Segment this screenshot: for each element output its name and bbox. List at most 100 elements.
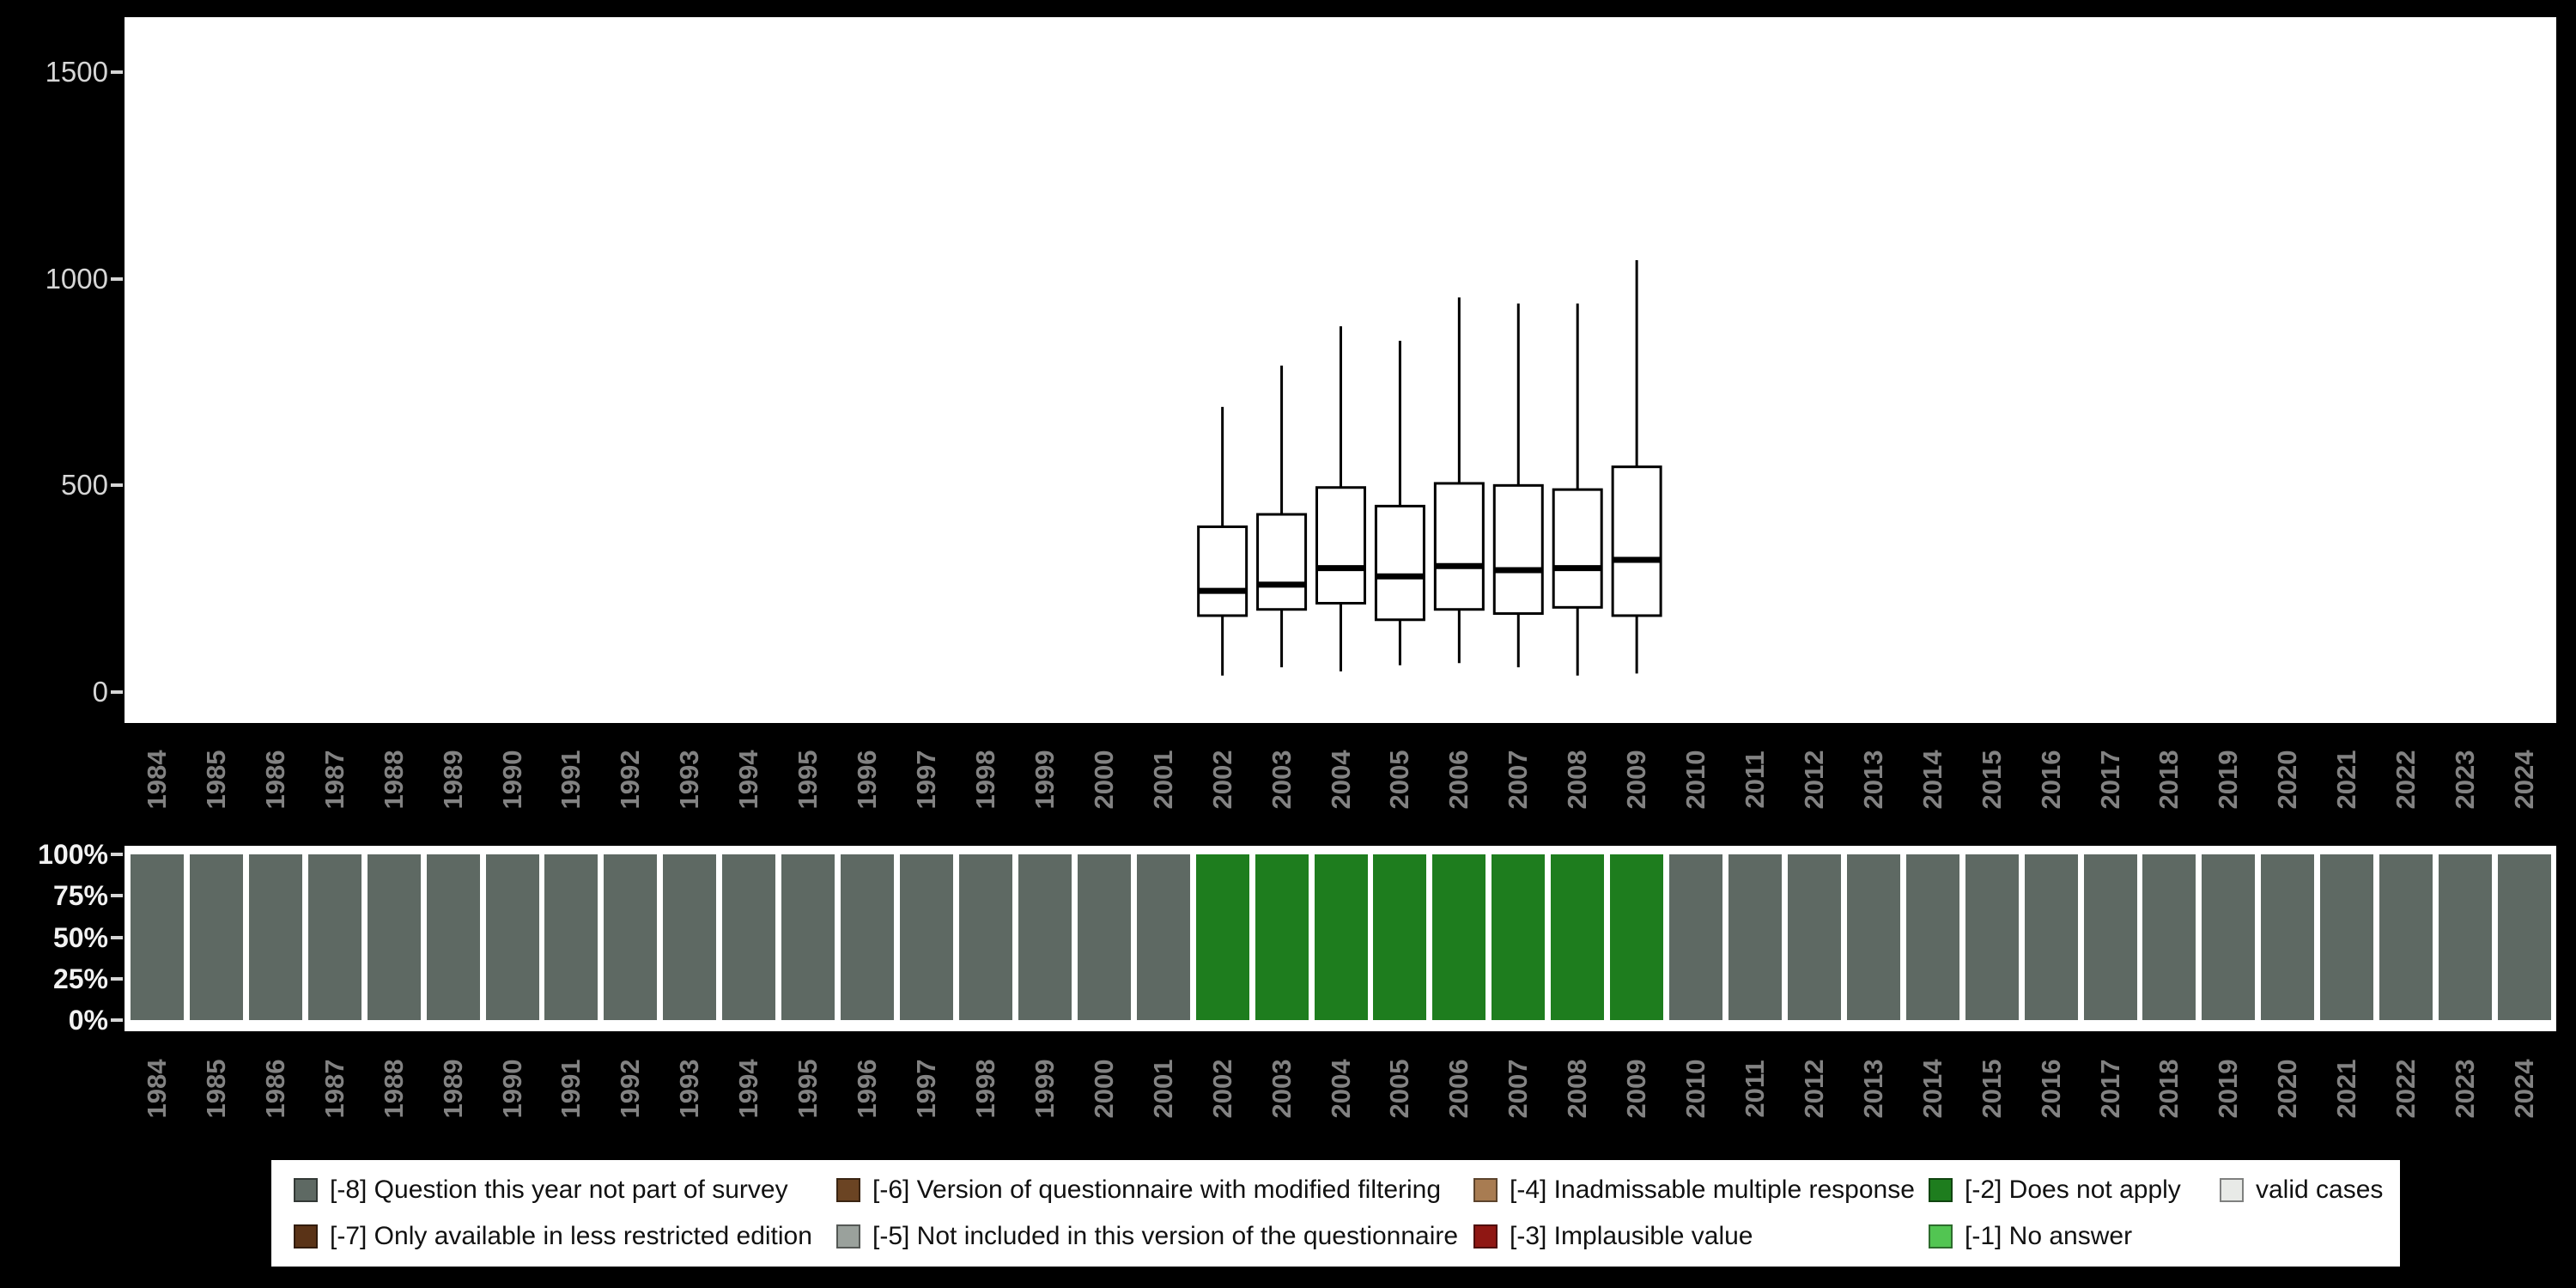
x-label-1996: 1996 — [852, 1059, 883, 1119]
percent-tick-mark — [111, 853, 123, 856]
y-axis-tick-mark — [111, 70, 123, 74]
x-label-2023: 2023 — [2450, 750, 2481, 810]
legend-entry--6: [-6] Version of questionnaire with modif… — [836, 1170, 1473, 1210]
legend-column: [-8] Question this year not part of surv… — [294, 1170, 836, 1256]
missing-bar-1988--8 — [367, 854, 421, 1020]
x-label-2019: 2019 — [2213, 1059, 2244, 1119]
boxplot-panel — [125, 17, 2556, 723]
missing-bar-2011--8 — [1728, 854, 1782, 1020]
missing-bar-2017--8 — [2083, 854, 2137, 1020]
x-label-1992: 1992 — [615, 1059, 646, 1119]
x-label-1994: 1994 — [733, 750, 764, 810]
x-label-1998: 1998 — [969, 750, 1000, 810]
boxplot-chart — [1197, 260, 1662, 676]
percent-tick-label: 75% — [52, 880, 108, 912]
boxplot-2009 — [1611, 260, 1662, 674]
x-label-1997: 1997 — [911, 1059, 942, 1119]
x-label-2023: 2023 — [2450, 1059, 2481, 1119]
x-label-2002: 2002 — [1206, 1059, 1237, 1119]
legend: [-8] Question this year not part of surv… — [271, 1160, 2400, 1267]
x-label-2016: 2016 — [2035, 750, 2066, 810]
x-label-1986: 1986 — [259, 750, 290, 810]
x-label-1990: 1990 — [496, 750, 527, 810]
missing-bar-2008--2 — [1551, 854, 1605, 1020]
percent-tick-mark — [111, 894, 123, 898]
percent-tick-label: 100% — [38, 839, 108, 870]
percent-tick-mark — [111, 976, 123, 981]
box-2005 — [1374, 504, 1425, 622]
missing-values-panel — [125, 846, 2556, 1031]
x-label-1995: 1995 — [793, 1059, 823, 1119]
x-label-2003: 2003 — [1266, 1059, 1297, 1119]
boxplot-2005 — [1374, 340, 1425, 665]
x-label-2003: 2003 — [1266, 750, 1297, 810]
box-2002 — [1197, 525, 1249, 617]
legend-entry-valid: valid cases — [2220, 1170, 2400, 1210]
x-label-2005: 2005 — [1384, 1059, 1415, 1119]
x-label-2024: 2024 — [2509, 1059, 2539, 1119]
x-label-1996: 1996 — [852, 750, 883, 810]
x-label-2017: 2017 — [2094, 1059, 2125, 1119]
x-label-2004: 2004 — [1325, 750, 1356, 810]
x-label-1984: 1984 — [142, 750, 172, 810]
x-label-2014: 2014 — [1917, 1059, 1947, 1119]
missing-bar-1992--8 — [604, 854, 658, 1020]
x-label-1993: 1993 — [674, 750, 705, 810]
boxplot-2003 — [1256, 365, 1308, 668]
box-2003 — [1256, 513, 1308, 611]
x-label-1992: 1992 — [615, 750, 646, 810]
x-label-2010: 2010 — [1680, 750, 1711, 810]
missing-bar-2000--8 — [1077, 854, 1131, 1020]
x-label-2004: 2004 — [1325, 1059, 1356, 1119]
missing-bar-2009--2 — [1610, 854, 1664, 1020]
missing-bar-1999--8 — [1018, 854, 1072, 1020]
x-label-1994: 1994 — [733, 1059, 764, 1119]
legend-entry--1: [-1] No answer — [1929, 1217, 2220, 1256]
percent-tick-label: 0% — [68, 1005, 108, 1036]
box-2008 — [1552, 488, 1603, 609]
x-label-1985: 1985 — [200, 750, 231, 810]
x-label-2012: 2012 — [1798, 750, 1829, 810]
legend-label--5: [-5] Not included in this version of the… — [872, 1222, 1459, 1250]
missing-bar-1991--8 — [544, 854, 598, 1020]
legend-swatch--5 — [836, 1224, 860, 1249]
y-axis-tick-mark — [111, 483, 123, 488]
missing-bar-1993--8 — [663, 854, 717, 1020]
missing-bar-1986--8 — [248, 854, 302, 1020]
boxplot-2008 — [1552, 303, 1603, 676]
missing-bar-2023--8 — [2439, 854, 2493, 1020]
x-label-2022: 2022 — [2391, 750, 2421, 810]
boxplot-2007 — [1492, 303, 1544, 668]
x-label-1988: 1988 — [378, 750, 409, 810]
x-label-1989: 1989 — [437, 1059, 468, 1119]
x-label-1984: 1984 — [142, 1059, 172, 1119]
box-2009 — [1611, 465, 1662, 617]
legend-label-valid: valid cases — [2256, 1176, 2384, 1204]
x-label-2021: 2021 — [2331, 750, 2362, 810]
legend-label--7: [-7] Only available in less restricted e… — [330, 1222, 812, 1250]
missing-bar-2022--8 — [2379, 854, 2433, 1020]
x-label-2018: 2018 — [2154, 750, 2184, 810]
x-label-2019: 2019 — [2213, 750, 2244, 810]
missing-bar-1985--8 — [189, 854, 243, 1020]
x-label-2007: 2007 — [1503, 750, 1534, 810]
x-label-2009: 2009 — [1621, 1059, 1652, 1119]
x-label-1987: 1987 — [319, 1059, 349, 1119]
x-label-1998: 1998 — [969, 1059, 1000, 1119]
box-2004 — [1315, 486, 1366, 605]
percent-tick-mark — [111, 1018, 123, 1022]
missing-bar-2016--8 — [2024, 854, 2078, 1020]
missing-bar-2001--8 — [1136, 854, 1190, 1020]
missing-bar-1984--8 — [131, 854, 184, 1020]
x-label-2006: 2006 — [1443, 1059, 1474, 1119]
x-label-2020: 2020 — [2272, 1059, 2303, 1119]
y-axis-tick-mark — [111, 690, 123, 694]
legend-swatch-valid — [2220, 1178, 2244, 1202]
x-label-2011: 2011 — [1739, 1060, 1770, 1118]
x-label-1991: 1991 — [556, 1059, 586, 1119]
x-label-1988: 1988 — [378, 1059, 409, 1119]
percent-tick-mark — [111, 935, 123, 939]
y-axis-tick-label: 1000 — [45, 262, 108, 295]
x-label-1989: 1989 — [437, 750, 468, 810]
